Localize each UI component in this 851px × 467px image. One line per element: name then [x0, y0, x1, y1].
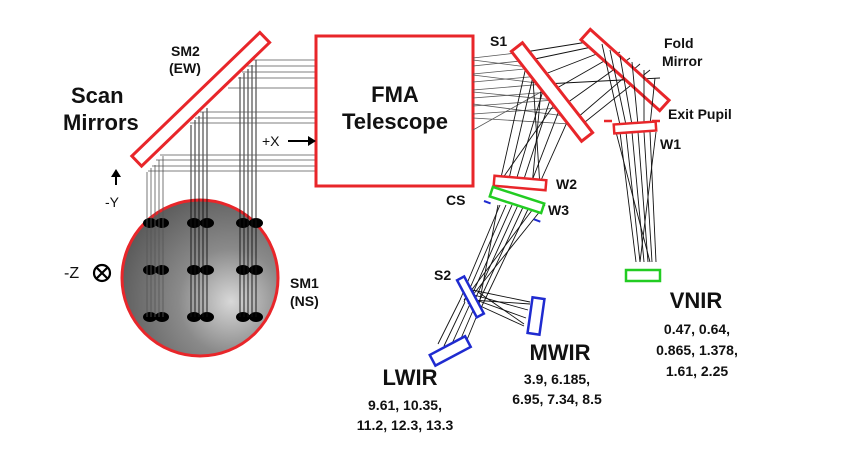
vnir-band-name: VNIR — [670, 288, 723, 313]
sm1-detector-array — [143, 218, 263, 322]
mwir-detector — [526, 295, 546, 337]
x-axis-label: +X — [262, 133, 280, 149]
s2-mirror — [455, 274, 486, 319]
mwir-band-name: MWIR — [529, 340, 590, 365]
fold-mirror — [578, 27, 672, 113]
s1-to-w2-rays — [499, 57, 569, 188]
telescope-label: FMA — [371, 82, 419, 107]
s1-mirror — [509, 40, 595, 144]
cs-label: CS — [446, 192, 465, 208]
fold-to-vnir-rays — [601, 43, 657, 263]
lwir-wavelengths-1: 9.61, 10.35, — [368, 397, 442, 413]
w1-window — [612, 120, 658, 135]
w2-to-s2-rays — [459, 204, 546, 311]
fold-mirror-label: Fold — [664, 35, 694, 51]
vnir-wavelengths-3: 1.61, 2.25 — [666, 363, 728, 379]
vnir-wavelengths-1: 0.47, 0.64, — [664, 321, 730, 337]
w2-window — [492, 174, 548, 192]
telescope-label-2: Telescope — [342, 109, 448, 134]
lwir-detector — [428, 334, 473, 368]
cold-stop-marker — [483, 200, 545, 224]
w3-label: W3 — [548, 202, 569, 218]
into-page-icon — [92, 263, 112, 283]
sm2-to-telescope-rays — [148, 59, 316, 172]
sm2-scan-mirror — [129, 30, 272, 169]
fold-mirror-label-2: Mirror — [662, 53, 703, 69]
vnir-wavelengths-2: 0.865, 1.378, — [656, 342, 738, 358]
y-axis-label: -Y — [105, 194, 120, 210]
w1-label: W1 — [660, 136, 681, 152]
sm1-label: SM1 — [290, 275, 319, 291]
z-axis-label: -Z — [64, 265, 79, 282]
y-axis-arrow — [111, 169, 121, 185]
scan-mirrors-title-2: Mirrors — [63, 110, 139, 135]
scan-mirrors-title: Scan — [71, 83, 124, 108]
x-axis-arrow — [288, 136, 316, 146]
sm1-to-sm2-rays — [146, 60, 257, 317]
sm2-label: SM2 — [171, 43, 200, 59]
mwir-wavelengths-2: 6.95, 7.34, 8.5 — [512, 391, 602, 407]
w3-window — [488, 185, 546, 215]
exit-pupil-label: Exit Pupil — [668, 106, 732, 122]
s2-label: S2 — [434, 267, 451, 283]
w2-label: W2 — [556, 176, 577, 192]
sm2-sublabel: (EW) — [169, 60, 201, 76]
s1-label: S1 — [490, 33, 507, 49]
vnir-detector — [624, 268, 662, 283]
mwir-wavelengths-1: 3.9, 6.185, — [524, 371, 590, 387]
sm1-sublabel: (NS) — [290, 293, 319, 309]
lwir-band-name: LWIR — [383, 365, 438, 390]
lwir-wavelengths-2: 11.2, 12.3, 13.3 — [357, 417, 454, 433]
fma-telescope-box — [314, 34, 475, 188]
s2-to-mwir-rays — [471, 289, 531, 327]
